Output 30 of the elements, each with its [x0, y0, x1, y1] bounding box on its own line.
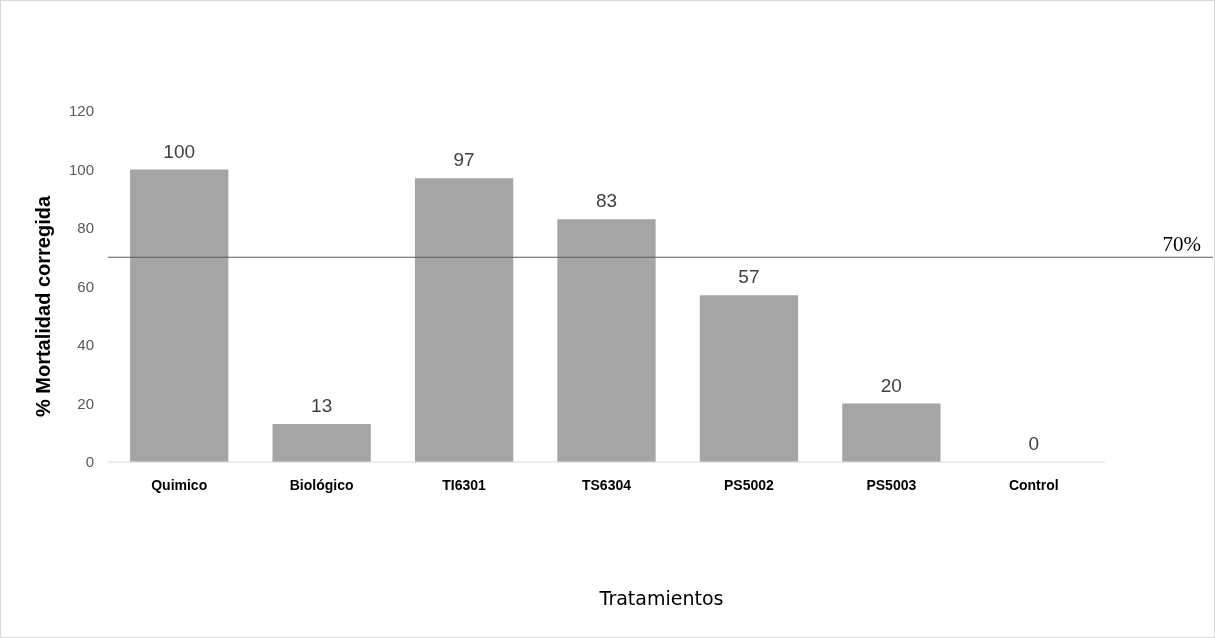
y-tick-label: 40: [77, 336, 94, 354]
data-label: 13: [311, 394, 333, 416]
y-tick-label: 60: [77, 277, 94, 295]
y-tick-label: 20: [77, 394, 94, 412]
bar: [272, 423, 371, 462]
x-tick-label: PS5003: [866, 477, 917, 493]
bar: [557, 219, 656, 462]
y-tick-label: 120: [68, 102, 94, 120]
bar: [414, 178, 514, 462]
y-tick-label: 80: [77, 219, 94, 237]
data-label: 57: [738, 266, 760, 288]
x-axis-title: Tratamientos: [598, 587, 724, 609]
x-tick-label: Control: [1008, 477, 1059, 493]
y-axis-title: % Mortalidad corregida: [32, 195, 54, 418]
x-tick-label: TI6301: [442, 477, 487, 493]
x-tick-label: TS6304: [581, 477, 632, 493]
data-label: 97: [453, 149, 475, 171]
bar: [130, 169, 229, 462]
x-tick-label: PS5002: [724, 477, 775, 493]
data-label: 20: [880, 374, 902, 396]
data-label: 0: [1028, 433, 1040, 454]
ref-line-label: 70%: [1162, 232, 1201, 257]
bar: [699, 295, 799, 462]
y-tick-label: 100: [68, 160, 94, 178]
data-label: 100: [163, 140, 196, 162]
data-label: 83: [595, 190, 618, 212]
x-tick-label: Biológico: [289, 477, 354, 493]
y-tick-label: 0: [85, 453, 94, 471]
x-tick-label: Quimico: [151, 477, 208, 493]
bar: [842, 403, 941, 462]
